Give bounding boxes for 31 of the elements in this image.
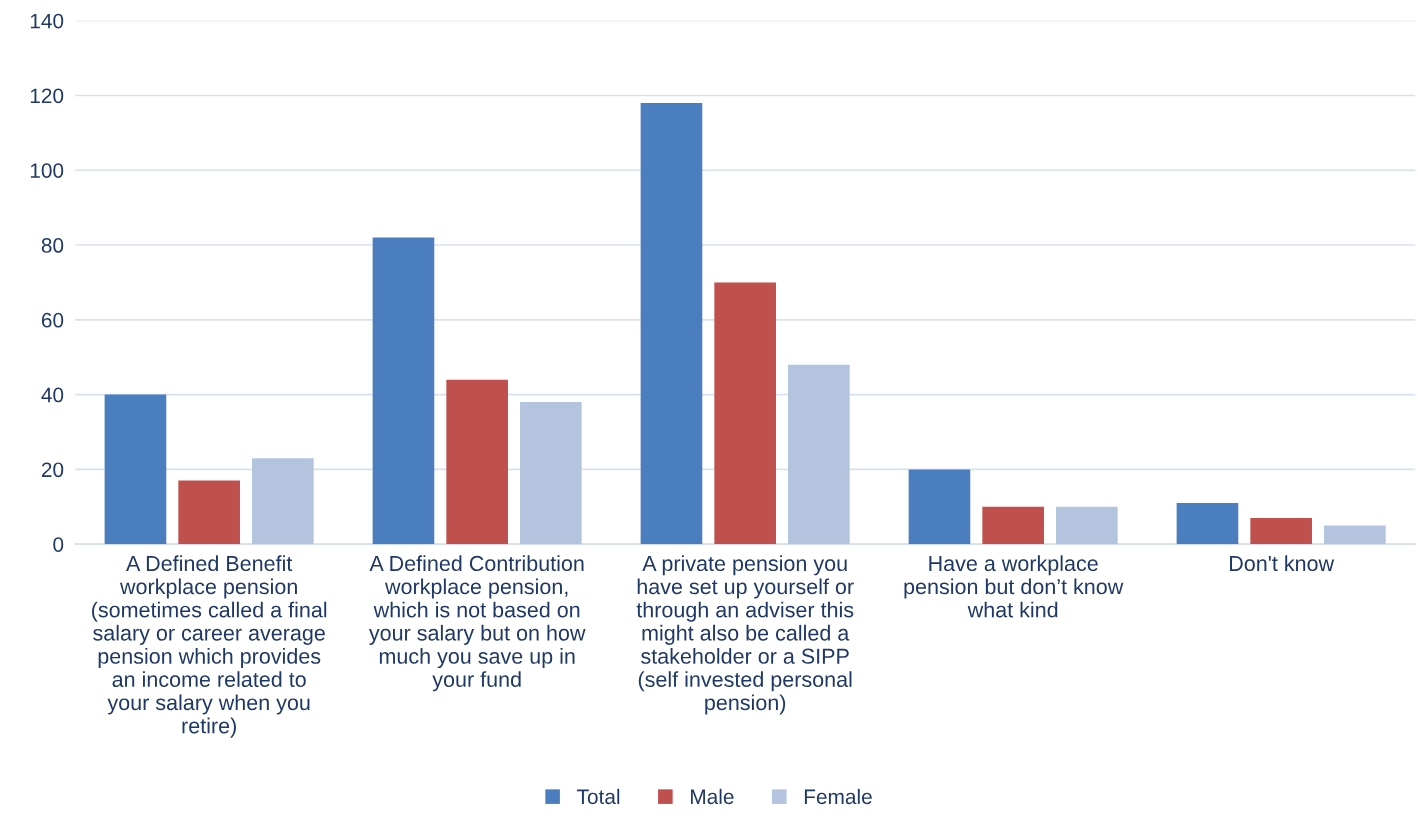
bar [104, 394, 167, 545]
x-tick-label: Don't know [1230, 555, 1335, 572]
x-tick-label: A Defined Contribution workplace pension, which is not based on your salary but on how much you save up in your fund [368, 555, 586, 692]
y-tick-label: 80 [41, 238, 64, 253]
y-tick-label: 140 [30, 13, 64, 29]
bar [714, 282, 776, 545]
bar [252, 458, 314, 545]
bar [640, 102, 703, 545]
bar [178, 480, 240, 545]
y-tick-label: 100 [30, 163, 64, 178]
y-tick-label: 20 [41, 462, 64, 478]
legend-label: Total [577, 788, 620, 805]
bar [1250, 517, 1312, 545]
y-tick-label: 0 [53, 537, 64, 552]
y-tick-label: 120 [30, 88, 64, 104]
legend-label: Male [691, 788, 734, 805]
y-tick-label: 40 [41, 387, 64, 403]
legend-label: Female [804, 788, 872, 805]
bar [372, 237, 435, 545]
x-tick-label: Have a workplace pension but don’t know what kind [904, 555, 1124, 618]
bar [788, 364, 850, 545]
bar [908, 469, 971, 545]
bar [982, 506, 1044, 545]
bar [1324, 525, 1386, 545]
y-tick-label: 60 [41, 312, 64, 328]
x-tick-label: A private pension you have set up yourself or through an adviser this might also be called a stakeholder or a SIPP (self invested personal pension) [636, 555, 854, 715]
bar [1056, 506, 1118, 545]
x-tick-label: A Defined Benefit workplace pension (sometimes called a final salary or career average pension which provides an income related to your salary when you retire) [92, 555, 327, 738]
bar [520, 402, 582, 545]
bar [446, 379, 508, 545]
bar [1176, 503, 1239, 545]
